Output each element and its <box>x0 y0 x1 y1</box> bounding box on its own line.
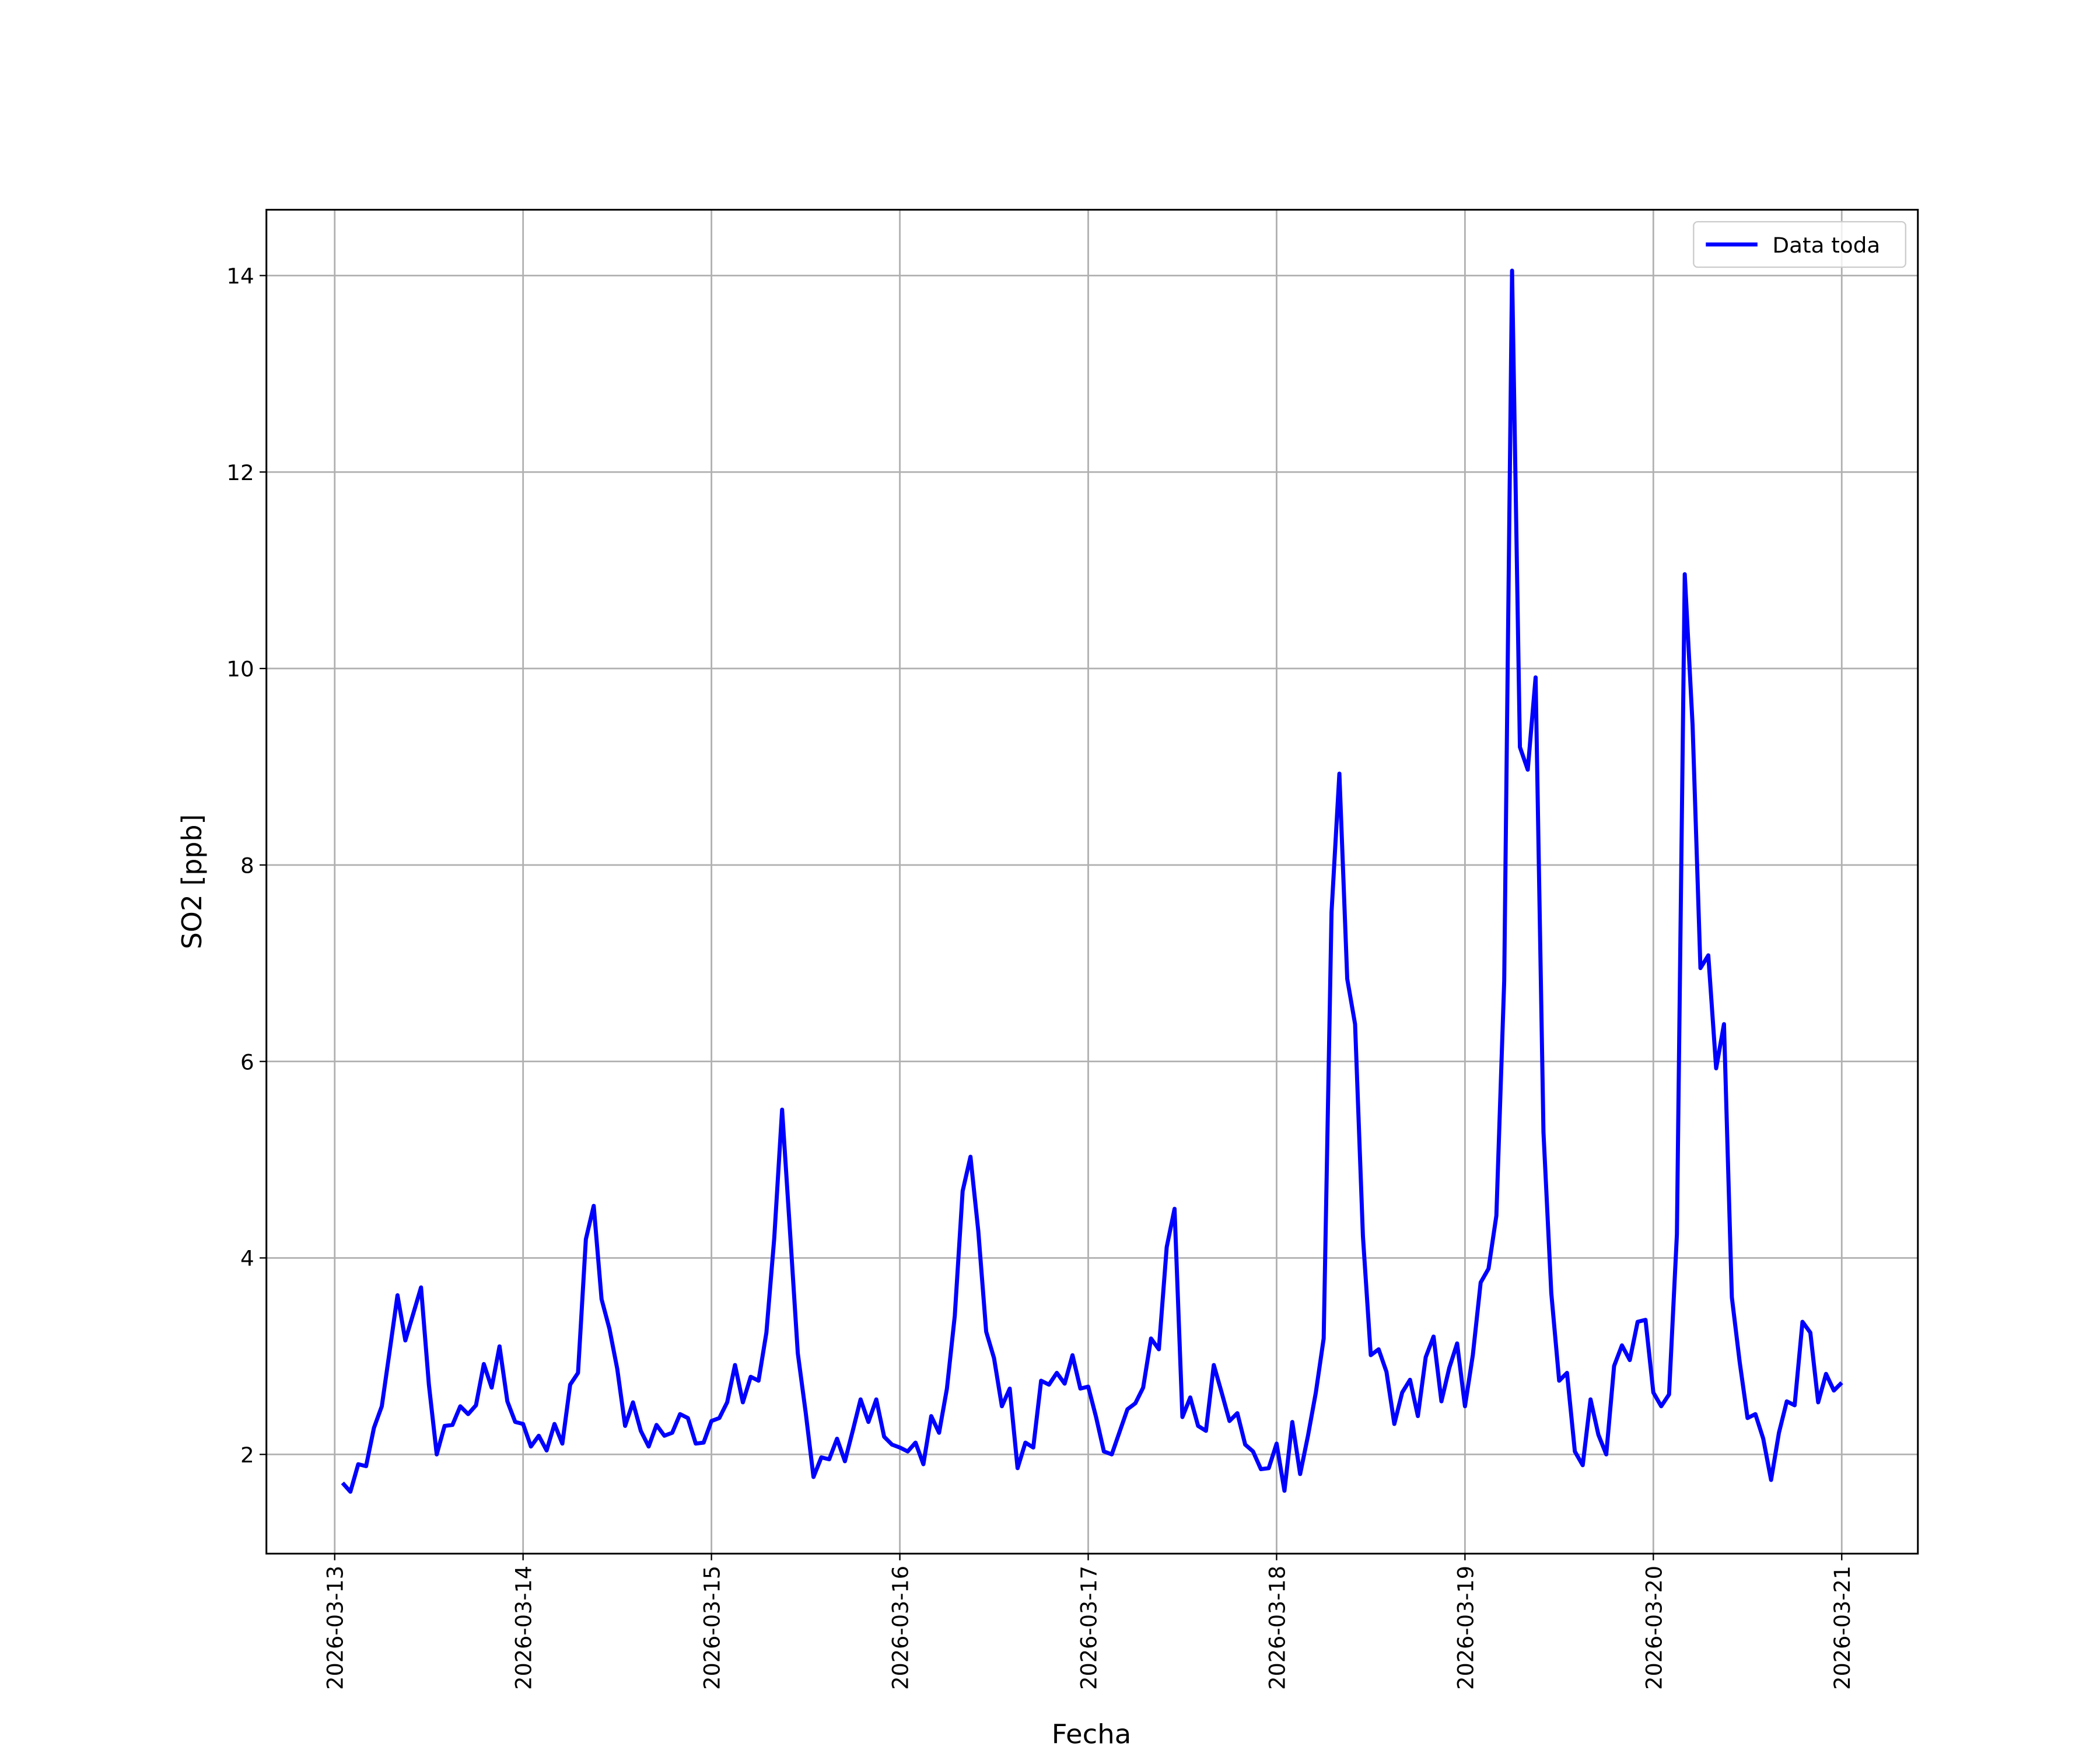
data-line <box>341 268 1843 1494</box>
x-tick-label: 2026-03-18 <box>1265 1566 1290 1690</box>
y-tick-label: 10 <box>226 657 254 682</box>
y-tick-label: 4 <box>240 1246 254 1271</box>
legend-label: Data toda <box>1772 233 1880 258</box>
x-tick-label: 2026-03-16 <box>888 1566 913 1690</box>
y-tick-label: 12 <box>226 460 254 485</box>
x-tick-label: 2026-03-17 <box>1076 1566 1101 1690</box>
plot-frame <box>265 209 1919 1555</box>
y-tick-label: 8 <box>240 853 254 878</box>
y-tick-label: 2 <box>240 1443 254 1468</box>
x-tick-label: 2026-03-13 <box>323 1566 348 1690</box>
x-axis-label: Fecha <box>1052 1718 1132 1750</box>
x-tick-label: 2026-03-20 <box>1642 1566 1667 1690</box>
x-tick-label: 2026-03-14 <box>511 1566 536 1690</box>
y-tick-label: 14 <box>226 264 254 289</box>
legend-box <box>1693 221 1906 268</box>
x-tick-label: 2026-03-21 <box>1830 1566 1855 1690</box>
x-tick-label: 2026-03-15 <box>699 1566 724 1690</box>
y-tick-label: 6 <box>240 1050 254 1075</box>
y-axis-label: SO2 [ppb] <box>176 814 207 950</box>
x-tick-label: 2026-03-19 <box>1453 1566 1478 1690</box>
